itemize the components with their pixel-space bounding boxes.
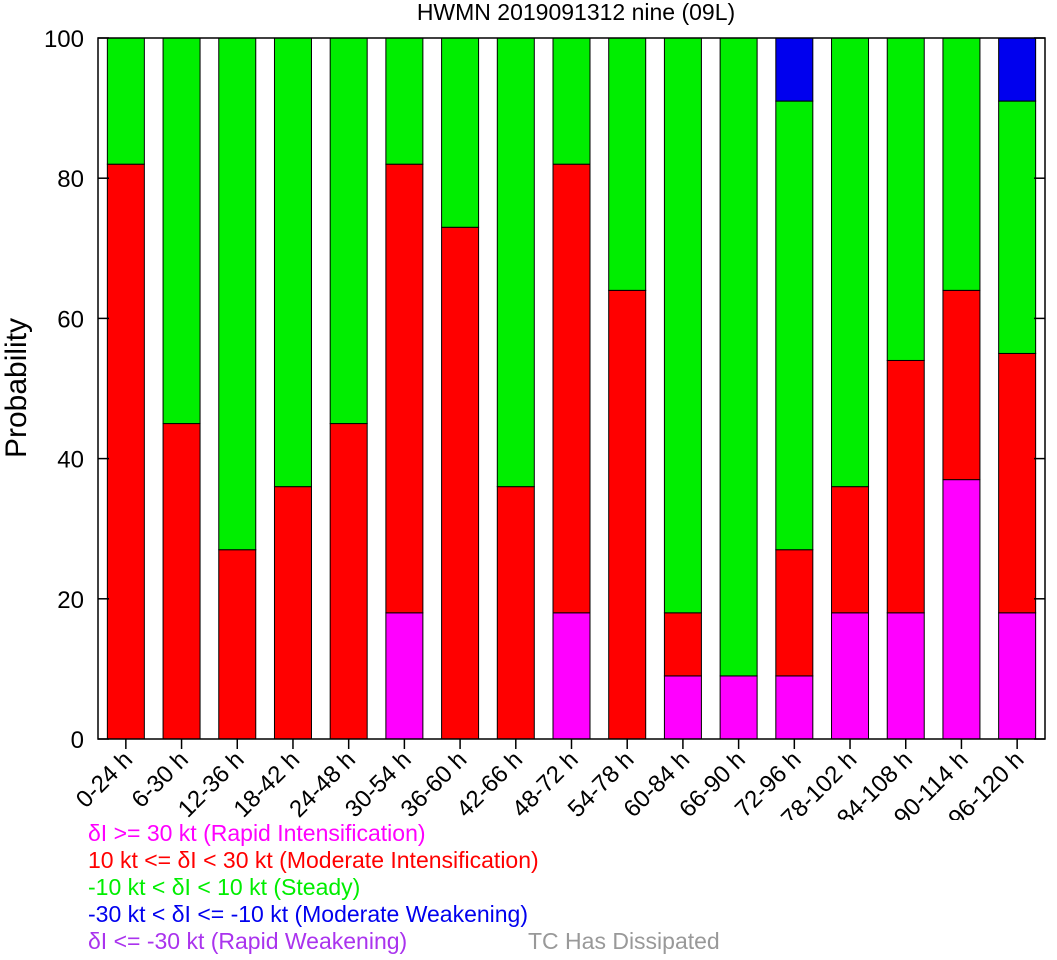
bar-mi-0 [106,163,145,740]
legend-entry-moderate-weakening: -30 kt < δI <= -10 kt (Moderate Weakenin… [88,901,529,927]
dissipated-label: TC Has Dissipated [528,928,720,954]
bar-st-0 [106,37,145,165]
x-ticks-group: 0-24 h6-30 h12-36 h18-42 h24-48 h30-54 h… [71,739,1029,820]
bar-ri-14 [886,612,925,740]
chart-title: HWMN 2019091312 nine (09L) [417,0,735,25]
bar-mi-2 [218,549,257,740]
bar-mw-16 [998,37,1037,102]
bar-mi-13 [831,486,870,614]
bar-mi-14 [886,359,925,614]
bar-mi-7 [496,486,535,740]
bar-st-11 [719,37,758,677]
bar-ri-5 [385,612,424,740]
bar-mi-16 [998,352,1037,614]
bar-ri-11 [719,675,758,740]
bar-st-10 [663,37,702,614]
bar-st-4 [329,37,368,425]
bar-st-5 [385,37,424,165]
y-tick-label-20: 20 [57,587,84,614]
bar-mi-3 [273,486,312,740]
y-tick-label-60: 60 [57,306,84,333]
bar-ri-10 [663,675,702,740]
bar-st-15 [942,37,981,291]
bar-ri-12 [775,675,814,740]
y-ticks-group: 0 20 40 60 80 100 [44,26,1045,754]
bar-mw-12 [775,37,814,102]
bar-st-7 [496,37,535,488]
bar-st-2 [218,37,257,551]
bar-st-1 [162,37,201,425]
bar-mi-6 [441,226,480,740]
bar-st-6 [441,37,480,228]
bar-st-8 [552,37,591,165]
bar-ri-16 [998,612,1037,740]
x-tick-label-0: 0-24 h [71,746,138,813]
legend: δI >= 30 kt (Rapid Intensification) 10 k… [88,820,1048,955]
legend-entry-moderate-intensification: 10 kt <= δI < 30 kt (Moderate Intensific… [88,847,539,873]
bar-mi-1 [162,423,201,740]
y-axis-label: Probability [0,318,33,458]
bar-st-14 [886,37,925,361]
bar-st-16 [998,100,1037,354]
y-tick-label-100: 100 [44,26,84,53]
legend-entry-rapid-intensification: δI >= 30 kt (Rapid Intensification) [88,820,426,846]
bar-mi-12 [775,549,814,677]
bar-st-13 [831,37,870,488]
y-tick-label-80: 80 [57,166,84,193]
bar-st-12 [775,100,814,551]
legend-entry-steady: -10 kt < δI < 10 kt (Steady) [88,874,361,900]
bar-mi-5 [385,163,424,614]
bar-mi-15 [942,289,981,481]
bar-st-3 [273,37,312,488]
bar-ri-15 [942,479,981,740]
bars-group [106,37,1037,740]
bar-ri-8 [552,612,591,740]
stacked-bar-chart: HWMN 2019091312 nine (09L) Probability 0… [0,0,1046,820]
bar-mi-10 [663,612,702,677]
bar-mi-8 [552,163,591,614]
legend-entry-rapid-weakening: δI <= -30 kt (Rapid Weakening) [88,928,408,954]
bar-mi-9 [608,289,647,740]
y-tick-label-0: 0 [71,727,84,754]
y-tick-label-40: 40 [57,447,84,474]
bar-mi-4 [329,423,368,740]
bar-ri-13 [831,612,870,740]
bar-st-9 [608,37,647,291]
